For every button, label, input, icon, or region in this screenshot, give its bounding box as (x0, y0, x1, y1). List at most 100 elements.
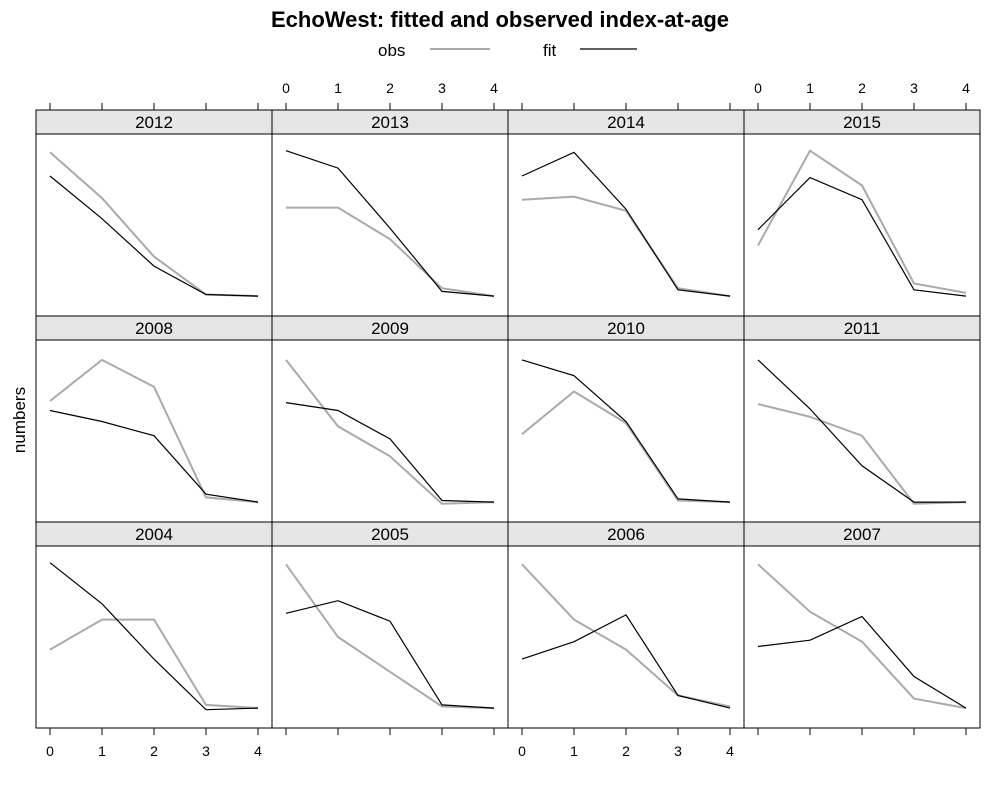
chart-title: EchoWest: fitted and observed index-at-a… (271, 7, 729, 32)
tick-label-2: 2 (858, 80, 866, 96)
tick-label-0: 0 (282, 80, 290, 96)
y-axis-label: numbers (10, 387, 29, 453)
panel-2015: 2015 (743, 109, 981, 317)
tick-label-2: 2 (150, 743, 158, 759)
series-obs-2007 (757, 563, 967, 710)
panel-frame-2011 (743, 339, 981, 523)
panel-2014: 2014 (507, 109, 745, 317)
series-obs-2015 (757, 149, 967, 294)
panel-frame-2004 (35, 545, 273, 729)
axis-top-col-1 (49, 103, 259, 110)
tick-label-3: 3 (910, 80, 918, 96)
axis-top-col-3 (521, 103, 731, 110)
series-fit-2012 (49, 175, 259, 297)
tick-label-3: 3 (674, 743, 682, 759)
strip-label-2008: 2008 (135, 319, 173, 338)
panel-2005: 2005 (271, 521, 509, 729)
series-obs-2011 (757, 403, 967, 505)
panel-2012: 2012 (35, 109, 273, 317)
tick-label-2: 2 (386, 80, 394, 96)
axis-top-col-4: 0 1 2 3 4 (754, 80, 970, 110)
series-fit-2009 (285, 402, 495, 503)
tick-label-2: 2 (622, 743, 630, 759)
panel-frame-2015 (743, 133, 981, 317)
panel-frame-2013 (271, 133, 509, 317)
strip-label-2004: 2004 (135, 525, 173, 544)
panel-frame-2010 (507, 339, 745, 523)
panel-2004: 2004 (35, 521, 273, 729)
strip-2008 (35, 315, 273, 341)
strip-2004 (35, 521, 273, 547)
panel-2007: 2007 (743, 521, 981, 729)
series-fit-2014 (521, 151, 731, 297)
series-fit-2004 (49, 562, 259, 711)
tick-label-0: 0 (754, 80, 762, 96)
legend-label-fit: fit (543, 41, 557, 60)
strip-label-2007: 2007 (843, 525, 881, 544)
series-fit-2006 (521, 614, 731, 709)
tick-label-4: 4 (726, 743, 734, 759)
panel-frame-2007 (743, 545, 981, 729)
tick-label-3: 3 (438, 80, 446, 96)
series-fit-2015 (757, 176, 967, 297)
series-fit-2010 (521, 359, 731, 503)
strip-label-2013: 2013 (371, 113, 409, 132)
panel-frame-2009 (271, 339, 509, 523)
tick-label-4: 4 (254, 743, 262, 759)
axis-bottom-col-2 (285, 728, 495, 735)
tick-label-1: 1 (806, 80, 814, 96)
legend: obs fit (378, 41, 637, 60)
strip-2007 (743, 521, 981, 547)
series-fit-2005 (285, 600, 495, 709)
axis-bottom-col-4 (757, 728, 967, 735)
tick-label-1: 1 (98, 743, 106, 759)
tick-label-4: 4 (962, 80, 970, 96)
panel-2006: 2006 (507, 521, 745, 729)
series-obs-2005 (285, 563, 495, 710)
strip-2006 (507, 521, 745, 547)
tick-label-3: 3 (202, 743, 210, 759)
series-obs-2013 (286, 206, 495, 298)
tick-label-1: 1 (570, 743, 578, 759)
panel-frame-2006 (507, 545, 745, 729)
legend-label-obs: obs (378, 41, 405, 60)
strip-label-2015: 2015 (843, 113, 881, 132)
panel-frame-2012 (35, 133, 273, 317)
series-obs-2004 (49, 618, 259, 710)
strip-label-2005: 2005 (371, 525, 409, 544)
series-obs-2008 (49, 358, 259, 504)
series-fit-2008 (49, 409, 259, 503)
panel-frame-2008 (35, 339, 273, 523)
series-fit-2013 (285, 150, 495, 297)
panel-2010: 2010 (507, 315, 745, 523)
tick-label-4: 4 (490, 80, 498, 96)
strip-2010 (507, 315, 745, 341)
series-fit-2011 (757, 359, 966, 503)
axis-top-col-2: 0 1 2 3 4 (282, 80, 498, 110)
series-fit-2007 (757, 615, 967, 709)
panel-frame-2005 (271, 545, 509, 729)
panel-2011: 2011 (743, 315, 981, 523)
panel-2008: 2008 (35, 315, 273, 523)
strip-label-2006: 2006 (607, 525, 645, 544)
strip-2011 (743, 315, 981, 341)
strip-2009 (271, 315, 509, 341)
strip-label-2009: 2009 (371, 319, 409, 338)
tick-label-0: 0 (518, 743, 526, 759)
panel-2013: 2013 (271, 109, 509, 317)
strip-label-2011: 2011 (844, 319, 881, 338)
tick-label-1: 1 (334, 80, 342, 96)
strip-label-2010: 2010 (607, 319, 645, 338)
strip-label-2014: 2014 (607, 113, 645, 132)
panel-2009: 2009 (271, 315, 509, 523)
series-obs-2010 (521, 390, 731, 504)
panel-frame-2014 (507, 133, 745, 317)
strip-label-2012: 2012 (135, 113, 173, 132)
axis-bottom-col-1: 0 1 2 3 4 (46, 728, 262, 759)
series-obs-2009 (285, 359, 495, 505)
axis-bottom-col-3: 0 1 2 3 4 (518, 728, 734, 759)
tick-label-0: 0 (46, 743, 54, 759)
series-obs-2014 (521, 195, 731, 298)
